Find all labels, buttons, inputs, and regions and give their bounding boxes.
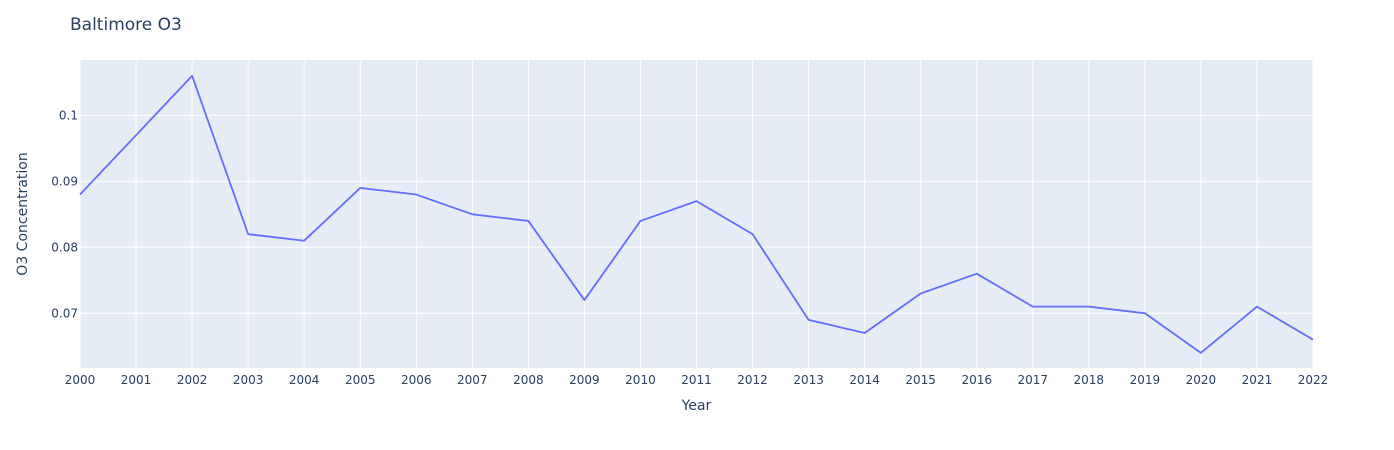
x-tick-label: 2003 [233, 373, 264, 387]
y-axis-ticks: 0.07 0.08 0.09 0.1 [51, 108, 78, 320]
x-tick-label: 2013 [793, 373, 824, 387]
series-layer [79, 74, 1314, 354]
x-tick-label: 2017 [1017, 373, 1048, 387]
x-tick-label: 2018 [1074, 373, 1105, 387]
y-tick-label: 0.09 [51, 174, 78, 188]
x-tick-label: 2022 [1298, 373, 1329, 387]
y-tick-label: 0.1 [59, 108, 78, 122]
y-tick-label: 0.07 [51, 306, 78, 320]
x-axis-label: Year [681, 398, 712, 414]
y-tick-label: 0.08 [51, 240, 78, 254]
x-tick-label: 2004 [289, 373, 320, 387]
x-tick-label: 2005 [345, 373, 376, 387]
x-tick-label: 2010 [625, 373, 656, 387]
x-tick-label: 2016 [961, 373, 992, 387]
x-tick-label: 2011 [681, 373, 712, 387]
x-tick-label: 2019 [1130, 373, 1161, 387]
x-tick-label: 2008 [513, 373, 544, 387]
x-tick-label: 2014 [849, 373, 880, 387]
x-tick-label: 2000 [65, 373, 96, 387]
chart-title: Baltimore O3 [70, 15, 182, 35]
x-tick-label: 2007 [457, 373, 488, 387]
series-line [79, 74, 1314, 354]
y-axis-label: O3 Concentration [15, 152, 31, 275]
grid-lines [79, 60, 1314, 368]
x-axis-ticks: 2000 2001 2002 2003 2004 2005 2006 2007 2008 2009… [65, 373, 1329, 387]
x-tick-label: 2012 [737, 373, 768, 387]
x-tick-label: 2009 [569, 373, 600, 387]
x-tick-label: 2021 [1242, 373, 1273, 387]
x-tick-label: 2020 [1186, 373, 1217, 387]
x-tick-label: 2001 [121, 373, 152, 387]
x-tick-label: 2002 [177, 373, 208, 387]
x-tick-label: 2015 [905, 373, 936, 387]
x-tick-label: 2006 [401, 373, 432, 387]
